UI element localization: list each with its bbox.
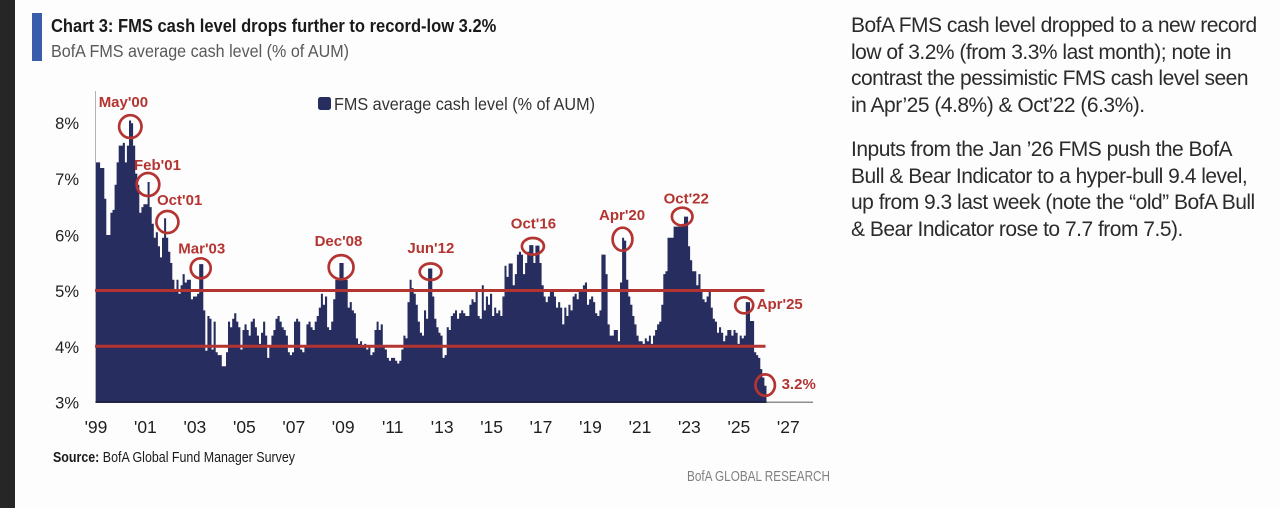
svg-text:5%: 5% (55, 283, 79, 301)
svg-text:Apr'25: Apr'25 (757, 296, 803, 313)
svg-text:'27: '27 (777, 417, 800, 437)
svg-text:Apr'20: Apr'20 (599, 207, 645, 224)
svg-text:'23: '23 (678, 417, 701, 437)
svg-text:'13: '13 (431, 417, 454, 437)
svg-text:Oct'01: Oct'01 (157, 192, 202, 209)
svg-text:FMS average cash level (% of A: FMS average cash level (% of AUM) (334, 94, 595, 114)
svg-text:'05: '05 (233, 417, 256, 437)
svg-text:7%: 7% (55, 171, 79, 189)
svg-text:'15: '15 (480, 417, 503, 437)
svg-text:'09: '09 (332, 417, 355, 437)
svg-text:'99: '99 (85, 417, 108, 437)
svg-text:May'00: May'00 (99, 94, 148, 111)
svg-text:'03: '03 (183, 417, 206, 437)
svg-text:'07: '07 (282, 417, 305, 437)
svg-text:Dec'08: Dec'08 (315, 233, 363, 250)
svg-text:3.2%: 3.2% (782, 376, 816, 393)
svg-text:'25: '25 (727, 417, 750, 437)
svg-text:'01: '01 (134, 417, 157, 437)
svg-text:3%: 3% (55, 394, 79, 412)
svg-text:Oct'16: Oct'16 (511, 216, 556, 233)
svg-text:Feb'01: Feb'01 (134, 157, 181, 174)
svg-text:Jun'12: Jun'12 (407, 240, 454, 257)
svg-text:Source: BofA Global Fund Manag: Source: BofA Global Fund Manager Survey (53, 449, 295, 466)
svg-text:'17: '17 (530, 417, 553, 437)
svg-text:'21: '21 (629, 417, 652, 437)
svg-text:'11: '11 (382, 417, 404, 437)
svg-text:6%: 6% (55, 227, 79, 245)
svg-text:Mar'03: Mar'03 (178, 241, 225, 258)
svg-text:Oct'22: Oct'22 (664, 191, 709, 208)
svg-text:BofA GLOBAL RESEARCH: BofA GLOBAL RESEARCH (687, 469, 830, 485)
svg-text:4%: 4% (55, 339, 79, 357)
svg-text:'19: '19 (579, 417, 602, 437)
svg-text:8%: 8% (55, 115, 79, 133)
